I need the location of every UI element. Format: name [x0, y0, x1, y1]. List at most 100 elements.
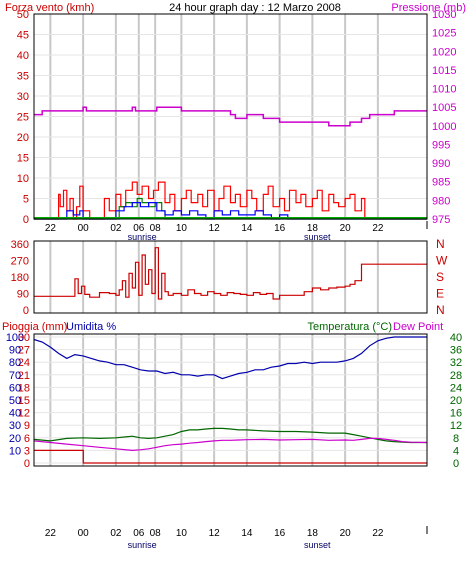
wind-panel-x-tick-8: 16	[274, 223, 286, 234]
dewpoint-axis-title: Dew Point	[393, 321, 443, 333]
humidity-tick-1: 20	[9, 433, 21, 445]
wind-tick-8: 40	[17, 50, 29, 62]
rain-tick-10: 30	[18, 332, 30, 344]
temperature-tick-0: 0	[453, 458, 459, 470]
humidity-axis-title: Umidita %	[66, 321, 116, 333]
pressure-tick-10: 1025	[432, 28, 456, 40]
compass-letter-4: N	[436, 303, 445, 317]
wind-panel-x-tick-0: 22	[45, 223, 57, 234]
humidity-tick-3: 40	[9, 408, 21, 420]
direction-tick-0: 0	[23, 305, 29, 317]
temperature-tick-3: 12	[450, 420, 462, 432]
humidity-tick-9: 100	[6, 332, 24, 344]
pressure-tick-7: 1010	[432, 84, 456, 96]
rain-tick-0: 0	[24, 458, 30, 470]
climate-panel-markers: sunrise sunset	[128, 540, 331, 550]
wind-tick-9: 45	[17, 30, 29, 42]
wind-panel-x-ticks: 22 00 02 06 08 10 12 14 16 18 20 22	[45, 221, 428, 234]
wind-tick-4: 20	[17, 132, 29, 144]
humidity-tick-5: 60	[9, 382, 21, 394]
pressure-tick-3: 990	[432, 158, 450, 170]
climate-panel-sunrise-label: sunrise	[128, 540, 157, 550]
wind-panel-sunset-label: sunset	[304, 232, 331, 242]
rain-tick-3: 9	[24, 420, 30, 432]
direction-tick-1: 90	[17, 289, 29, 301]
pressure-tick-5: 1000	[432, 121, 456, 133]
climate-series-0	[34, 449, 427, 464]
wind-tick-7: 35	[17, 71, 29, 83]
humidity-tick-4: 50	[9, 395, 21, 407]
temperature-tick-6: 24	[450, 382, 462, 394]
humidity-tick-6: 70	[9, 370, 21, 382]
climate-panel-x-tick-7: 14	[241, 528, 253, 539]
wind-panel-series-0	[34, 106, 427, 127]
compass-letter-2: S	[436, 270, 444, 284]
pressure-tick-9: 1020	[432, 46, 456, 58]
climate-panel-x-tick-9: 18	[307, 528, 319, 539]
temperature-tick-8: 32	[450, 357, 462, 369]
temperature-tick-7: 28	[450, 370, 462, 382]
climate-panel-x-tick-2: 02	[110, 528, 122, 539]
pressure-axis-title: Pressione (mb)	[391, 2, 466, 14]
direction-panel-frame	[33, 240, 428, 314]
rain-tick-7: 21	[18, 370, 30, 382]
rain-tick-1: 3	[24, 445, 30, 457]
climate-panel-frame	[33, 333, 428, 467]
pressure-tick-6: 1005	[432, 102, 456, 114]
wind-panel-x-tick-5: 10	[176, 223, 188, 234]
climate-panel-series	[33, 336, 428, 464]
climate-series-1	[33, 336, 427, 380]
climate-panel-x-tick-3: 06	[133, 528, 145, 539]
rain-tick-4: 12	[18, 408, 30, 420]
wind-axis-ticks: 0 5 10 15 20 25 30 35 40 45 50	[17, 9, 29, 226]
pressure-tick-2: 985	[432, 177, 450, 189]
wind-tick-3: 15	[17, 153, 29, 165]
wind-panel-x-tick-7: 14	[241, 223, 253, 234]
pressure-tick-11: 1030	[432, 9, 456, 21]
temperature-tick-2: 8	[453, 433, 459, 445]
wind-panel-series-1	[34, 181, 427, 220]
wind-panel-x-tick-1: 00	[78, 223, 90, 234]
temperature-tick-9: 36	[450, 345, 462, 357]
climate-panel-x-tick-1: 00	[78, 528, 90, 539]
rain-axis-title: Pioggia (mm)	[2, 321, 67, 333]
wind-panel-x-tick-10: 20	[340, 223, 352, 234]
humidity-tick-0: 10	[9, 445, 21, 457]
temperature-tick-1: 4	[453, 445, 459, 457]
wind-panel-x-tick-4: 08	[150, 223, 162, 234]
temperature-tick-10: 40	[450, 332, 462, 344]
climate-panel-x-tick-8: 16	[274, 528, 286, 539]
climate-panel-x-ticks: 22 00 02 06 08 10 12 14 16 18 20 22	[45, 526, 428, 539]
climate-panel-x-tick-0: 22	[45, 528, 57, 539]
climate-panel-x-tick-4: 08	[150, 528, 162, 539]
wind-panel-series-2	[34, 197, 427, 220]
wind-panel-x-tick-9: 18	[307, 223, 319, 234]
pressure-tick-8: 1015	[432, 65, 456, 77]
climate-panel-x-tick-5: 10	[176, 528, 188, 539]
temperature-axis-title: Temperatura (°C)	[308, 321, 392, 333]
wind-panel-x-tick-6: 12	[209, 223, 221, 234]
rain-tick-5: 15	[18, 395, 30, 407]
direction-panel-series	[34, 247, 427, 300]
temperature-tick-5: 20	[450, 395, 462, 407]
pressure-tick-0: 975	[432, 214, 450, 226]
rain-tick-6: 18	[18, 382, 30, 394]
climate-panel-x-tick-10: 20	[340, 528, 352, 539]
direction-tick-3: 270	[11, 256, 29, 268]
humidity-tick-7: 80	[9, 357, 21, 369]
wind-tick-10: 50	[17, 9, 29, 21]
wind-panel-x-tick-3: 06	[133, 223, 145, 234]
direction-tick-4: 360	[11, 239, 29, 251]
wind-tick-2: 10	[17, 173, 29, 185]
humidity-tick-8: 90	[9, 345, 21, 357]
wind-tick-0: 0	[23, 214, 29, 226]
climate-panel-grid	[34, 334, 427, 466]
graph-title: 24 hour graph day : 12 Marzo 2008	[169, 2, 341, 14]
wind-tick-1: 5	[23, 194, 29, 206]
compass-letter-1: W	[436, 254, 448, 268]
pressure-axis-ticks: 975 980 985 990 995 1000 1005 1010 1015 1020 1025 1…	[432, 9, 456, 226]
